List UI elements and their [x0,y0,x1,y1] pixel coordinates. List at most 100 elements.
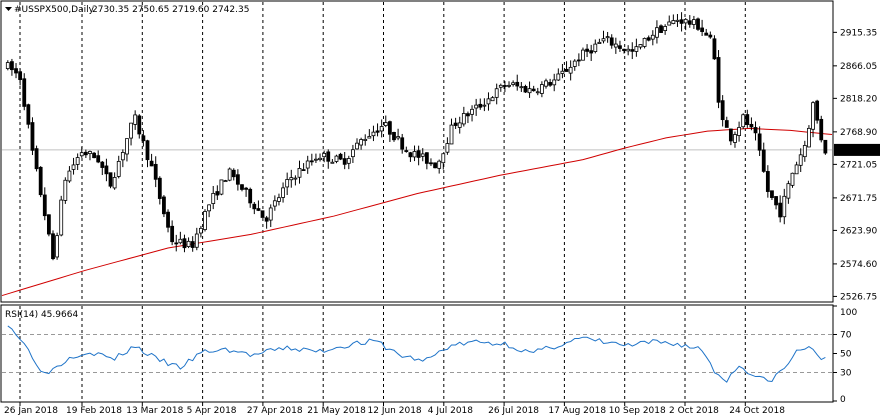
candle-body [753,127,758,134]
candle-body [264,217,269,222]
candle-body [511,82,516,85]
candle-body [26,104,31,125]
candle-body [145,140,150,161]
candle-body [749,123,754,128]
candle-body [572,60,577,67]
candle-body [461,113,466,125]
candle-body [322,153,327,158]
candle-body [560,70,565,74]
candle-body [207,204,212,212]
candle-body [515,81,520,87]
candle-body [544,80,548,87]
candle-body [379,126,384,132]
candle-body [667,21,672,26]
candle-body [412,151,417,158]
time-label: 26 Jul 2018 [488,406,539,416]
candle-body [149,160,154,167]
candle-body [178,238,183,244]
candle-body [367,136,372,139]
rsi-label: RSI(14) 45.9664 [5,310,78,320]
candle-body [305,160,310,169]
candle-body [194,233,199,248]
candle-body [589,50,594,54]
candle-body [626,48,631,52]
candle-body [83,151,88,156]
candle-body [314,158,318,161]
time-label: 13 Mar 2018 [126,406,183,416]
time-label: 2 Oct 2018 [669,406,719,416]
candle-body [30,122,35,151]
price-tick-label: 2574.60 [840,260,877,270]
candle-body [556,73,561,81]
rsi-tick-label: 70 [840,331,852,341]
candle-body [498,84,503,88]
candle-body [198,227,203,234]
rsi-panel[interactable] [0,304,834,403]
candle-body [174,242,179,245]
candle-body [387,121,392,135]
candle-body [14,68,18,74]
candle-body [400,137,405,150]
candle-body [22,78,27,107]
candle-body [330,161,335,164]
candle-body [289,177,294,181]
candle-body [798,154,803,166]
candle-body [486,98,491,105]
candle-body [441,153,446,164]
candle-body [815,100,820,121]
rsi-axis: 100 70 50 30 0 [833,305,857,405]
candle-body [535,91,540,94]
candle-body [745,114,750,125]
price-tick-label: 2818.20 [840,94,877,104]
candle-body [679,19,684,24]
candle-body [659,25,663,33]
candle-body [671,20,676,24]
candle-body [301,169,306,172]
triangle-down-icon[interactable] [5,7,12,11]
rsi-tick-label: 50 [840,350,852,360]
price-tick-label: 2721.05 [840,160,877,170]
candle-body [622,48,626,52]
candle-body [355,142,359,150]
candle-body [281,187,285,198]
candle-body [790,172,795,186]
candle-body [260,210,265,218]
rsi-tick-label: 0 [840,395,846,405]
candle-body [581,49,585,61]
candle-body [823,139,828,154]
candle-body [120,152,125,161]
candle-body [420,153,425,157]
candle-body [318,157,322,161]
candle-body [507,84,511,87]
candle-body [63,179,68,201]
candle-body [704,32,709,36]
candle-body [794,164,799,175]
candle-body [297,168,302,178]
candle-body [75,157,80,165]
candle-body [437,160,442,169]
time-label: 19 Feb 2018 [66,406,122,416]
candle-body [523,86,528,93]
candle-body [655,27,659,38]
candle-body [720,100,725,121]
candle-body [34,148,39,170]
candle-body [519,86,524,89]
candle-body [46,214,51,235]
candle-body [71,164,76,170]
candle-body [153,163,158,180]
candle-body [548,82,553,86]
candle-body [433,162,437,169]
price-tick-label: 2671.75 [840,194,877,204]
candle-body [741,114,746,128]
candle-body [203,211,207,230]
time-label: 17 Aug 2018 [548,406,606,416]
candle-body [79,152,84,157]
candle-body [691,19,696,25]
candle-body [807,127,811,148]
candle-body [334,155,339,162]
candle-body [716,57,721,103]
candle-body [285,179,290,188]
candle-body [396,136,400,139]
candle-body [190,241,195,248]
